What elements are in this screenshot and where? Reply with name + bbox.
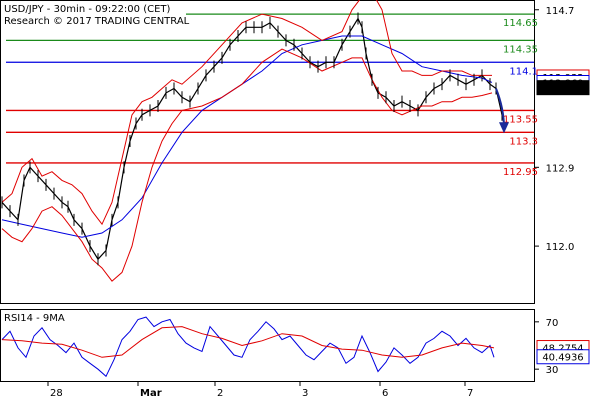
rsi-axis-ticks: 30 70 [534, 318, 558, 376]
price-panel-frame [0, 0, 535, 304]
price-tag-label-2: 113.81 [546, 84, 581, 95]
x-tick-label-1: Mar [140, 388, 162, 399]
support-resistance-levels: 114.65 114.35 114.1 113.55 113.3 112.95 [6, 13, 538, 178]
price-series-price [1, 17, 503, 261]
price-tick-label-0: 112.0 [546, 242, 575, 253]
price-axis-ticks: 112.0 112.9 114.7 [534, 6, 574, 253]
price-tags: 113.932113.869113.81 [536, 69, 590, 96]
price-series-group [1, 0, 503, 282]
rsi-series-rsi [1, 316, 495, 378]
level-label-0: 114.65 [503, 18, 538, 29]
rsi-panel-frame [0, 309, 535, 382]
time-axis-ticks: 28 Mar 2 3 6 7 [47, 381, 473, 399]
rsi-panel-title: RSI14 - 9MA [4, 313, 65, 324]
level-label-3: 113.55 [503, 114, 538, 125]
chart-subtitle: Research © 2017 TRADING CENTRAL [4, 16, 190, 27]
rsi-tag-label-1: 40.4936 [542, 353, 583, 364]
level-label-5: 112.95 [503, 167, 538, 178]
x-tick-label-0: 28 [50, 388, 63, 399]
x-tick-label-5: 7 [467, 388, 473, 399]
price-series-bollinger-lower [1, 48, 493, 282]
level-label-2: 114.1 [509, 66, 538, 77]
rsi-series-rsi-ma [1, 326, 495, 358]
rsi-tag-box-1 [536, 349, 590, 365]
rsi-series-group [1, 316, 495, 378]
price-series-bollinger-upper [1, 0, 492, 226]
x-tick-label-2: 2 [217, 388, 223, 399]
forecast-arrow-head [499, 122, 509, 134]
rsi-tick-label-1: 70 [546, 318, 559, 329]
x-tick-label-4: 6 [382, 388, 388, 399]
price-tag-box-2 [536, 80, 590, 96]
level-label-4: 113.3 [509, 136, 538, 147]
rsi-tick-label-0: 30 [546, 365, 559, 376]
forecast-arrow [495, 88, 509, 134]
rsi-tag-label-0: 48.2754 [542, 344, 583, 355]
price-tick-label-1: 112.9 [546, 163, 575, 174]
x-tick-label-3: 3 [302, 388, 308, 399]
price-series-moving-average [1, 35, 493, 238]
price-tick-label-3: 114.7 [546, 6, 575, 17]
level-label-1: 114.35 [503, 44, 538, 55]
chart-title: USD/JPY - 30min - 09:22:00 (CET) [4, 4, 171, 15]
